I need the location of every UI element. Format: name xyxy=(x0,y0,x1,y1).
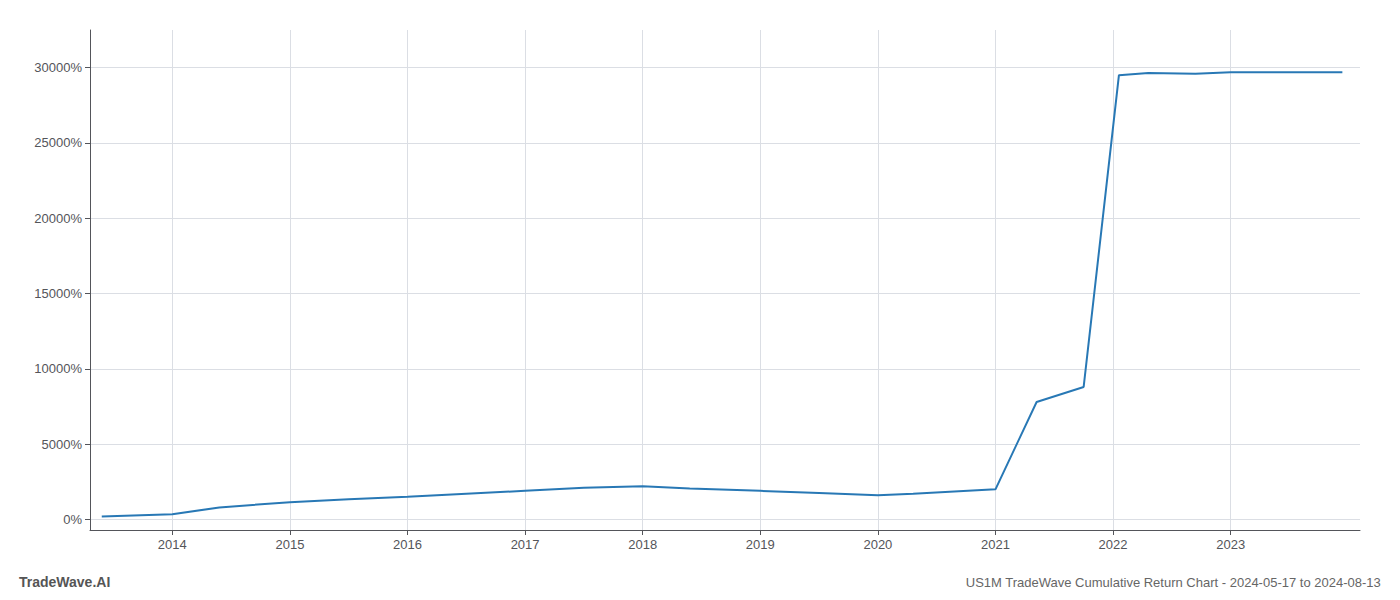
svg-text:2023: 2023 xyxy=(1216,537,1245,552)
svg-text:2018: 2018 xyxy=(628,537,657,552)
svg-text:2014: 2014 xyxy=(158,537,187,552)
svg-text:20000%: 20000% xyxy=(34,211,82,226)
svg-text:TradeWave.AI: TradeWave.AI xyxy=(19,574,110,590)
svg-text:2019: 2019 xyxy=(746,537,775,552)
svg-text:US1M TradeWave Cumulative Retu: US1M TradeWave Cumulative Return Chart -… xyxy=(966,575,1381,590)
svg-text:2020: 2020 xyxy=(863,537,892,552)
svg-text:2022: 2022 xyxy=(1099,537,1128,552)
svg-text:10000%: 10000% xyxy=(34,361,82,376)
svg-text:0%: 0% xyxy=(63,512,82,527)
svg-text:2021: 2021 xyxy=(981,537,1010,552)
svg-text:25000%: 25000% xyxy=(34,135,82,150)
svg-text:15000%: 15000% xyxy=(34,286,82,301)
svg-text:2016: 2016 xyxy=(393,537,422,552)
svg-text:2015: 2015 xyxy=(275,537,304,552)
svg-text:5000%: 5000% xyxy=(42,437,83,452)
svg-text:2017: 2017 xyxy=(511,537,540,552)
svg-text:30000%: 30000% xyxy=(34,60,82,75)
